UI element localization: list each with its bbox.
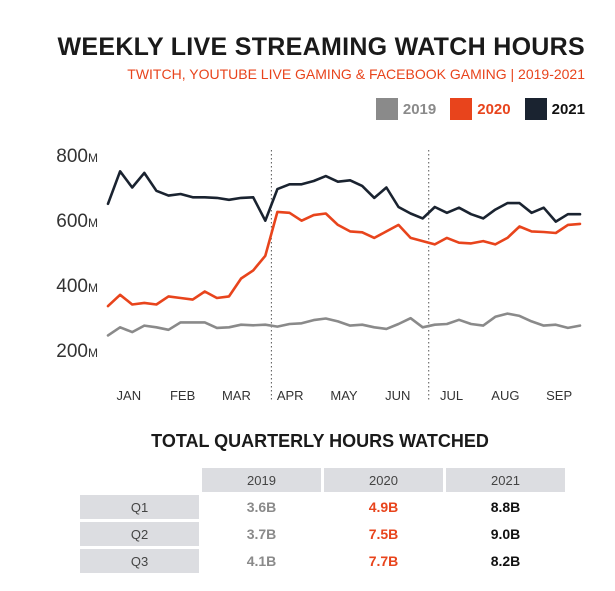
cell-q2-2021: 9.0B — [490, 526, 521, 542]
legend-item-2019: 2019 — [375, 98, 437, 120]
cell-q3-2019: 4.1B — [246, 553, 277, 569]
x-tick-label-may: MAY — [330, 388, 358, 403]
table-col-header-2019: 2019 — [202, 468, 321, 492]
y-tick-label-400: 400M — [56, 276, 98, 297]
legend-label-2021: 2021 — [551, 100, 585, 118]
legend-swatch-2020 — [450, 98, 473, 120]
cell-q3-2021: 8.2B — [490, 553, 521, 569]
table-row: Q1 3.6B 4.9B 8.8B — [80, 495, 565, 519]
cell-q1-2020: 4.9B — [368, 499, 399, 515]
legend: 2019 2020 2021 — [375, 98, 585, 120]
chart-title: WEEKLY LIVE STREAMING WATCH HOURS — [57, 33, 585, 61]
row-label-q2: Q2 — [80, 522, 199, 546]
x-tick-label-jun: JUN — [385, 388, 410, 403]
cell-q1-2021: 8.8B — [490, 499, 521, 515]
legend-item-2020: 2020 — [450, 98, 511, 120]
y-tick-label-800: 800M — [56, 146, 98, 167]
table-row: Q2 3.7B 7.5B 9.0B — [80, 522, 565, 546]
cell-q1-2019: 3.6B — [246, 499, 277, 515]
x-tick-label-apr: APR — [277, 388, 304, 403]
table-corner — [80, 468, 199, 492]
table-col-header-2020: 2020 — [324, 468, 443, 492]
table-title: TOTAL QUARTERLY HOURS WATCHED — [151, 431, 489, 451]
legend-label-2019: 2019 — [402, 100, 437, 118]
series-line-2019 — [106, 312, 582, 337]
table-col-header-2021: 2021 — [446, 468, 565, 492]
y-tick-label-600: 600M — [56, 211, 98, 232]
legend-swatch-2019 — [375, 98, 398, 120]
cell-q2-2020: 7.5B — [368, 526, 399, 542]
y-tick-label-200: 200M — [56, 341, 98, 362]
line-chart: 800M 600M 400M 200M JAN FEB MAR APR MAY JUN JUL AUG… — [56, 146, 582, 403]
x-tick-label-jan: JAN — [117, 388, 142, 403]
table-row: Q3 4.1B 7.7B 8.2B — [80, 549, 565, 573]
legend-label-2020: 2020 — [477, 100, 511, 118]
row-label-q3: Q3 — [80, 549, 199, 573]
chart-subtitle: TWITCH, YOUTUBE LIVE GAMING & FACEBOOK G… — [127, 66, 585, 82]
cell-q2-2019: 3.7B — [246, 526, 277, 542]
quarterly-table: 2019 2020 2021 Q1 3.6B 4.9B 8.8B Q2 3.7B… — [77, 465, 568, 576]
legend-item-2021: 2021 — [524, 98, 585, 120]
cell-q3-2020: 7.7B — [368, 553, 399, 569]
x-tick-label-aug: AUG — [491, 388, 519, 403]
x-tick-label-sep: SEP — [546, 388, 572, 403]
legend-swatch-2021 — [524, 98, 547, 120]
table-header-row: 2019 2020 2021 — [80, 468, 565, 492]
x-tick-label-mar: MAR — [222, 388, 251, 403]
series-line-2021 — [106, 169, 582, 223]
series-line-2020 — [106, 210, 582, 308]
row-label-q1: Q1 — [80, 495, 199, 519]
x-tick-label-feb: FEB — [170, 388, 195, 403]
x-tick-label-jul: JUL — [440, 388, 463, 403]
